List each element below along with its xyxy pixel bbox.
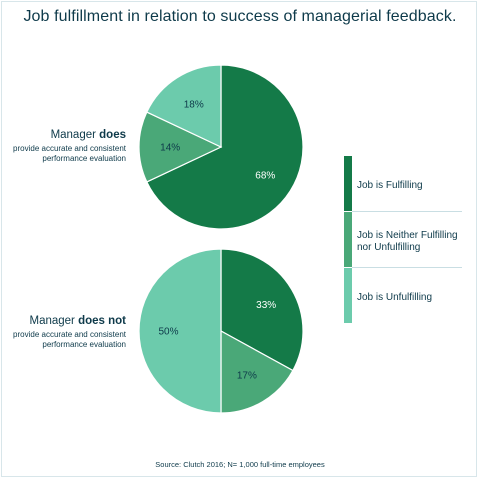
pie-2-main-label: Manager does not [29, 315, 126, 327]
pie-2-sub-label: provide accurate and consistent performa… [13, 330, 126, 349]
legend-label-1: Job is Fulfilling [357, 180, 423, 191]
pie-1-slice-1 [146, 64, 304, 230]
pie-1-main-label: Manager does [50, 129, 126, 141]
pie-1-sub-label: provide accurate and consistent performa… [13, 144, 126, 163]
legend-swatch-1 [344, 156, 352, 211]
chart-title: Job fulfillment in relation to success o… [23, 8, 457, 25]
pie-2-slice-3 [138, 248, 222, 414]
pie-1-slice-2 [138, 111, 223, 183]
legend-label-3: Job is Unfulfilling [357, 292, 432, 303]
pie-2-row-label: Manager does not provide accurate and co… [4, 314, 126, 350]
pie-1-slice-3 [146, 64, 222, 148]
source-note: Source: Clutch 2016; N= 1,000 full-time … [155, 460, 325, 469]
pie-1-row-label: Manager does provide accurate and consis… [4, 128, 126, 164]
pie-1-slice-3-label: 18% [184, 100, 204, 111]
pie-2-slice-2-label: 17% [237, 370, 257, 381]
pie-1-slice-2-label: 14% [160, 143, 180, 154]
pie-2-slice-1 [220, 248, 304, 372]
pie-2-slice-2 [220, 329, 294, 414]
legend-swatch-2 [344, 212, 352, 267]
pie-2-slice-3-label: 50% [159, 327, 179, 338]
legend-label-2: Job is Neither Fulfilling nor Unfulfillin… [357, 230, 458, 253]
pie-2-slice-1-label: 33% [256, 300, 276, 311]
pie-1-slice-1-label: 68% [255, 171, 275, 182]
legend-swatch-3 [344, 268, 352, 323]
